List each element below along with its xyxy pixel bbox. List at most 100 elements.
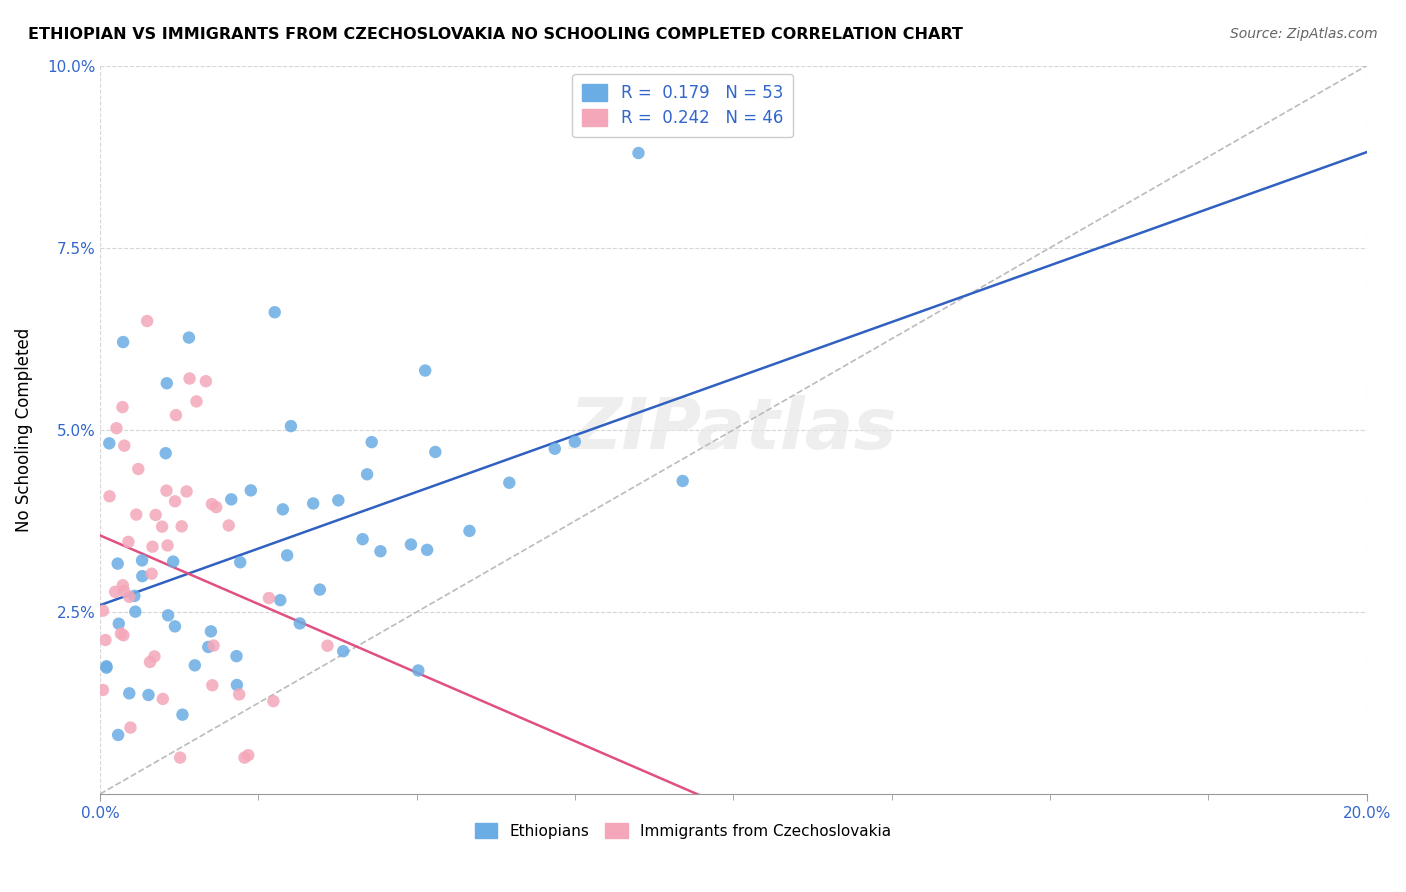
Point [360, 435, 382, 450]
Point [219, 492, 242, 507]
Point [156, 376, 179, 391]
Point [201, 678, 224, 692]
Point [399, 537, 422, 551]
Point [257, 591, 280, 605]
Point [218, 518, 240, 533]
Point [169, 750, 191, 764]
Point [276, 549, 298, 563]
Point [239, 483, 262, 498]
Point [136, 314, 159, 328]
Point [672, 474, 695, 488]
Point [163, 494, 186, 508]
Point [127, 462, 149, 476]
Point [262, 694, 284, 708]
Point [112, 334, 135, 349]
Point [131, 569, 153, 583]
Point [145, 508, 167, 522]
Point [413, 363, 436, 377]
Point [155, 446, 177, 460]
Point [544, 442, 567, 456]
Point [94, 633, 117, 648]
Point [184, 658, 207, 673]
Point [98, 489, 121, 503]
Point [225, 649, 247, 664]
Point [111, 578, 134, 592]
Point [91, 604, 114, 618]
Point [269, 593, 291, 607]
Point [176, 484, 198, 499]
Point [107, 616, 129, 631]
Point [179, 371, 201, 385]
Point [138, 688, 160, 702]
Point [110, 626, 132, 640]
Point [163, 619, 186, 633]
Point [408, 664, 430, 678]
Point [356, 467, 378, 482]
Point [233, 750, 256, 764]
Point [162, 555, 184, 569]
Point [308, 582, 330, 597]
Point [124, 589, 146, 603]
Point [156, 538, 179, 552]
Point [200, 624, 222, 639]
Point [280, 419, 302, 434]
Point [112, 439, 135, 453]
Point [352, 532, 374, 546]
Legend: Ethiopians, Immigrants from Czechoslovakia: Ethiopians, Immigrants from Czechoslovak… [468, 816, 897, 845]
Point [425, 445, 447, 459]
Point [125, 508, 148, 522]
Y-axis label: No Schooling Completed: No Schooling Completed [15, 327, 32, 532]
Point [124, 605, 146, 619]
Point [328, 493, 350, 508]
Point [112, 583, 135, 598]
Point [458, 524, 481, 538]
Text: ZIPatlas: ZIPatlas [569, 395, 897, 465]
Point [370, 544, 392, 558]
Point [177, 330, 200, 344]
Point [172, 707, 194, 722]
Point [205, 500, 228, 515]
Point [107, 728, 129, 742]
Point [141, 566, 163, 581]
Point [118, 686, 141, 700]
Point [186, 394, 208, 409]
Point [202, 639, 225, 653]
Point [627, 146, 650, 161]
Point [197, 640, 219, 654]
Point [117, 534, 139, 549]
Point [157, 608, 180, 623]
Point [416, 542, 439, 557]
Point [332, 644, 354, 658]
Point [229, 555, 252, 569]
Point [271, 502, 294, 516]
Point [96, 659, 118, 673]
Point [316, 639, 339, 653]
Point [288, 616, 311, 631]
Point [238, 748, 260, 763]
Point [225, 678, 247, 692]
Point [263, 305, 285, 319]
Point [152, 692, 174, 706]
Point [107, 557, 129, 571]
Point [194, 374, 217, 388]
Point [118, 590, 141, 604]
Point [131, 553, 153, 567]
Point [104, 584, 127, 599]
Point [170, 519, 193, 533]
Point [105, 421, 128, 435]
Point [228, 687, 250, 701]
Point [141, 540, 163, 554]
Point [143, 649, 166, 664]
Point [201, 497, 224, 511]
Point [498, 475, 520, 490]
Point [155, 483, 177, 498]
Point [96, 660, 118, 674]
Point [112, 628, 135, 642]
Point [564, 434, 586, 449]
Point [120, 721, 142, 735]
Point [98, 436, 121, 450]
Point [165, 408, 187, 422]
Point [302, 496, 325, 510]
Text: ETHIOPIAN VS IMMIGRANTS FROM CZECHOSLOVAKIA NO SCHOOLING COMPLETED CORRELATION C: ETHIOPIAN VS IMMIGRANTS FROM CZECHOSLOVA… [28, 27, 963, 42]
Point [139, 655, 162, 669]
